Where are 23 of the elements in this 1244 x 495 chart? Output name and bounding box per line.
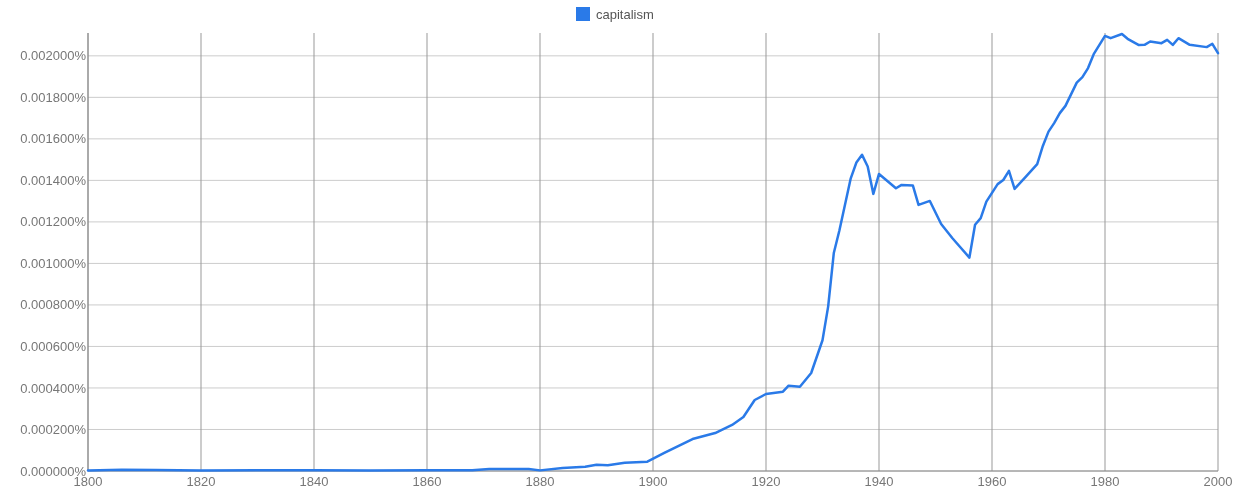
y-tick-label: 0.001400% — [20, 172, 87, 188]
x-tick-label: 1800 — [73, 474, 103, 489]
y-tick-label: 0.000600% — [20, 339, 87, 354]
x-tick-label: 1880 — [525, 474, 555, 489]
y-tick-label: 0.000400% — [20, 380, 87, 396]
y-tick-label: 0.000800% — [20, 297, 87, 313]
y-tick-label: 0.001200% — [20, 214, 87, 230]
x-tick-label: 1980 — [1090, 474, 1120, 489]
y-tick-label: 0.002000% — [20, 48, 87, 64]
y-tick-label: 0.001000% — [20, 255, 87, 271]
x-tick-label: 2000 — [1203, 474, 1233, 489]
x-tick-label: 1840 — [299, 474, 329, 489]
x-tick-label: 1900 — [638, 474, 668, 489]
x-tick-label: 1860 — [412, 474, 442, 489]
y-tick-label: 0.000200% — [20, 422, 87, 438]
line-series — [86, 32, 1220, 472]
y-tick-label: 0.001600% — [20, 131, 87, 147]
legend-label: capitalism — [596, 6, 654, 22]
x-tick-label: 1940 — [864, 474, 894, 489]
x-tick-label: 1820 — [186, 474, 216, 489]
x-tick-label: 1920 — [751, 474, 781, 489]
x-tick-label: 1960 — [977, 474, 1007, 489]
y-tick-label: 0.001800% — [20, 89, 87, 105]
